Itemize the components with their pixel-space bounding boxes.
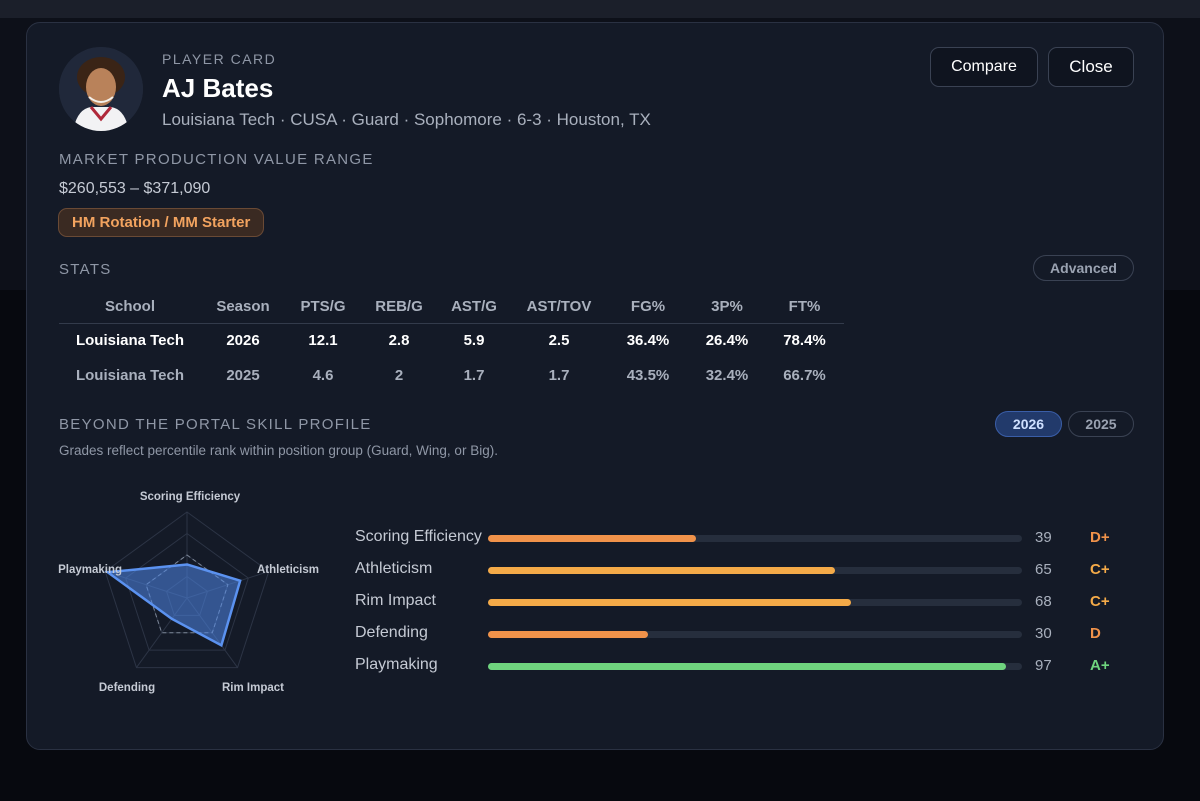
skill-row: Rim Impact 68 C+ bbox=[355, 590, 1145, 614]
skill-bar-fill bbox=[488, 663, 1006, 670]
col-header: PTS/G bbox=[285, 291, 361, 324]
table-cell: 2.8 bbox=[388, 332, 410, 350]
skill-label: Rim Impact bbox=[355, 592, 436, 609]
skill-bar-track bbox=[488, 663, 1022, 670]
compare-button[interactable]: Compare bbox=[930, 47, 1038, 87]
col-header: FT% bbox=[765, 291, 844, 324]
table-cell: 43.5% bbox=[626, 367, 670, 384]
table-cell: 2.5 bbox=[548, 332, 570, 350]
col-header: AST/TOV bbox=[511, 291, 607, 324]
skill-profile-title: BEYOND THE PORTAL SKILL PROFILE bbox=[59, 416, 372, 433]
stats-table: School Season PTS/G REB/G AST/G AST/TOV … bbox=[59, 291, 844, 393]
table-cell: 1.7 bbox=[463, 367, 485, 384]
table-cell: 36.4% bbox=[626, 332, 670, 350]
skill-row: Scoring Efficiency 39 D+ bbox=[355, 526, 1145, 550]
skill-score: 65 bbox=[1035, 561, 1052, 578]
skill-bar-track bbox=[488, 535, 1022, 542]
col-header: 3P% bbox=[689, 291, 765, 324]
year-tab-2026[interactable]: 2026 bbox=[995, 411, 1062, 437]
radar-label: Playmaking bbox=[58, 564, 122, 576]
table-cell: Louisiana Tech bbox=[75, 367, 185, 384]
table-cell: 2025 bbox=[226, 367, 260, 384]
skill-bar-track bbox=[488, 567, 1022, 574]
radar-label: Athleticism bbox=[257, 564, 319, 576]
skill-score: 39 bbox=[1035, 529, 1052, 546]
table-cell: 12.1 bbox=[308, 332, 338, 350]
card-kicker: PLAYER CARD bbox=[162, 51, 277, 67]
table-cell: Louisiana Tech bbox=[75, 332, 185, 350]
close-button[interactable]: Close bbox=[1048, 47, 1134, 87]
skill-bar-fill bbox=[488, 631, 649, 638]
radar-label: Rim Impact bbox=[222, 682, 284, 694]
skill-label: Athleticism bbox=[355, 560, 433, 577]
year-tab-2025[interactable]: 2025 bbox=[1068, 411, 1134, 437]
background-toolbar bbox=[0, 0, 1200, 18]
table-cell: 2 bbox=[394, 367, 404, 384]
radar-label: Defending bbox=[99, 682, 155, 694]
col-header: AST/G bbox=[437, 291, 511, 324]
skill-grade: D+ bbox=[1090, 529, 1110, 546]
skill-row: Athleticism 65 C+ bbox=[355, 558, 1145, 582]
skill-grade: A+ bbox=[1090, 657, 1110, 674]
skill-bar-track bbox=[488, 599, 1022, 606]
table-row: Louisiana Tech 2025 4.6 2 1.7 1.7 43.5% … bbox=[59, 358, 844, 393]
col-header: FG% bbox=[607, 291, 689, 324]
player-subline: Louisiana Tech · CUSA · Guard · Sophomor… bbox=[162, 110, 651, 129]
skill-grade: D bbox=[1090, 625, 1101, 642]
player-card-modal: PLAYER CARD AJ Bates Louisiana Tech · CU… bbox=[26, 22, 1164, 750]
market-value-range: $260,553 – $371,090 bbox=[59, 180, 211, 197]
skill-grade: C+ bbox=[1090, 561, 1110, 578]
table-cell: 26.4% bbox=[705, 332, 749, 350]
skill-row: Defending 30 D bbox=[355, 622, 1145, 646]
player-avatar bbox=[59, 47, 143, 131]
table-cell: 5.9 bbox=[463, 332, 485, 350]
skill-row: Playmaking 97 A+ bbox=[355, 654, 1145, 678]
table-cell: 1.7 bbox=[548, 367, 570, 384]
skill-score: 68 bbox=[1035, 593, 1052, 610]
skill-label: Playmaking bbox=[355, 656, 438, 673]
col-header: Season bbox=[201, 291, 285, 324]
skill-score: 97 bbox=[1035, 657, 1052, 674]
table-cell: 66.7% bbox=[783, 367, 826, 384]
table-cell: 32.4% bbox=[705, 367, 749, 384]
radar-grid-ring bbox=[104, 511, 270, 669]
stats-title: STATS bbox=[59, 261, 112, 278]
skill-label: Defending bbox=[355, 624, 428, 641]
tier-badge: HM Rotation / MM Starter bbox=[58, 208, 265, 237]
table-cell: 78.4% bbox=[783, 332, 826, 350]
skill-bar-fill bbox=[488, 535, 697, 542]
skill-score: 30 bbox=[1035, 625, 1052, 642]
market-value-title: MARKET PRODUCTION VALUE RANGE bbox=[59, 151, 374, 168]
skill-label: Scoring Efficiency bbox=[355, 528, 482, 545]
skill-bar-track bbox=[488, 631, 1022, 638]
col-header: REB/G bbox=[361, 291, 437, 324]
skill-profile-note: Grades reflect percentile rank within po… bbox=[59, 443, 498, 458]
radar-shape bbox=[104, 563, 242, 648]
skill-radar-chart: Scoring Efficiency Athleticism Rim Impac… bbox=[58, 491, 319, 694]
skill-bar-fill bbox=[488, 599, 852, 606]
table-row: Louisiana Tech 2026 12.1 2.8 5.9 2.5 36.… bbox=[59, 323, 844, 358]
player-name: AJ Bates bbox=[162, 73, 274, 103]
table-cell: 4.6 bbox=[312, 367, 334, 384]
advanced-toggle[interactable]: Advanced bbox=[1033, 255, 1134, 281]
skill-grade: C+ bbox=[1090, 593, 1110, 610]
col-header: School bbox=[59, 291, 201, 324]
skill-bar-fill bbox=[488, 567, 836, 574]
radar-label: Scoring Efficiency bbox=[140, 491, 241, 503]
stats-header-row: School Season PTS/G REB/G AST/G AST/TOV … bbox=[59, 291, 844, 324]
table-cell: 2026 bbox=[226, 332, 260, 350]
